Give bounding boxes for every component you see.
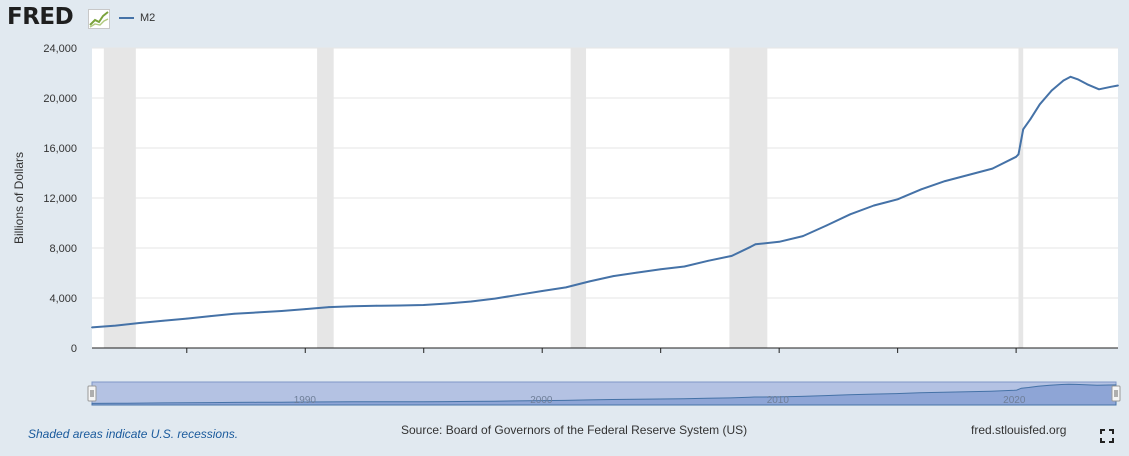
fred-chart-icon: [88, 9, 110, 29]
data-point: [541, 290, 544, 292]
data-point: [233, 312, 236, 315]
data-point: [778, 240, 781, 243]
navigator-tick-label: 1990: [294, 395, 317, 406]
legend-label-m2[interactable]: M2: [140, 12, 156, 24]
data-point: [1076, 78, 1079, 81]
data-point: [1062, 79, 1065, 82]
data-point: [114, 324, 117, 327]
data-point: [446, 302, 449, 305]
data-point: [1098, 88, 1100, 91]
data-point: [873, 204, 875, 207]
navigator-series: [91, 383, 1117, 406]
x-axis: 19851990199520002005201020152020: [92, 347, 1118, 353]
data-point: [280, 310, 283, 312]
y-tick-label: 16,000: [43, 143, 77, 155]
data-point: [470, 300, 473, 303]
data-point: [801, 235, 804, 238]
time-range-navigator[interactable]: 1990 2000 2010 2020: [0, 380, 1129, 410]
line-chart[interactable]: 0 4,000 8,000 12,000 16,000 20,000 24,000 Billi…: [0, 36, 1129, 354]
y-axis: 0 4,000 8,000 12,000 16,000 20,000 24,000 Billi…: [12, 43, 77, 354]
navigator-tick-label: 2010: [767, 395, 790, 406]
y-tick-label: 8,000: [49, 243, 77, 255]
data-point: [707, 259, 709, 262]
legend-swatch: [119, 17, 134, 19]
chart-header: FRED M2: [0, 0, 1129, 36]
data-point: [351, 305, 354, 308]
data-point: [1050, 89, 1053, 92]
data-point: [683, 265, 686, 268]
data-point: [1022, 128, 1025, 131]
fullscreen-icon[interactable]: [1100, 429, 1114, 443]
gridlines: [92, 47, 1118, 299]
y-tick-label: 24,000: [43, 43, 77, 55]
data-point: [138, 322, 141, 324]
data-point: [565, 286, 567, 289]
data-point: [422, 304, 425, 306]
navigator-handle-right[interactable]: [1111, 385, 1121, 402]
data-point: [1109, 85, 1112, 88]
data-point: [256, 311, 259, 314]
y-tick-label: 4,000: [49, 293, 77, 305]
data-point: [1038, 103, 1041, 106]
data-point: [399, 304, 401, 307]
fred-logo[interactable]: FRED: [7, 4, 74, 30]
data-point: [328, 306, 330, 309]
fred-url-link[interactable]: fred.stlouisfed.org: [971, 423, 1067, 437]
data-point: [636, 271, 638, 274]
data-point: [659, 268, 662, 271]
data-point: [375, 304, 378, 307]
data-point: [849, 213, 852, 216]
y-axis-title: Billions of Dollars: [12, 152, 26, 244]
data-point: [1015, 155, 1018, 158]
data-point: [825, 224, 828, 227]
y-tick-label: 20,000: [43, 93, 77, 105]
y-tick-label: 0: [71, 343, 77, 354]
data-point: [920, 188, 923, 191]
data-point: [588, 280, 591, 283]
data-point: [991, 167, 994, 170]
data-point: [754, 243, 757, 246]
recession-note: Shaded areas indicate U.S. recessions.: [28, 427, 239, 441]
data-point: [749, 245, 752, 248]
navigator-tick-label: 2020: [1003, 395, 1026, 406]
data-point: [1069, 75, 1072, 78]
data-point: [1086, 83, 1089, 86]
data-point: [1117, 84, 1119, 87]
navigator-handle-left[interactable]: [87, 385, 97, 402]
series-layer: [91, 75, 1119, 329]
data-point: [517, 293, 520, 296]
navigator-tick-label: 2000: [530, 395, 553, 406]
data-point: [304, 308, 307, 311]
data-point: [1017, 153, 1020, 156]
data-point: [162, 319, 164, 322]
y-tick-label: 12,000: [43, 193, 77, 205]
data-point: [944, 180, 946, 183]
data-point: [1029, 118, 1032, 121]
data-point: [612, 275, 615, 278]
source-text: Source: Board of Governors of the Federa…: [401, 423, 748, 437]
data-point: [967, 173, 970, 176]
data-point: [493, 297, 496, 300]
data-point: [896, 198, 899, 201]
data-point: [209, 315, 212, 318]
data-point: [185, 317, 188, 320]
data-point: [730, 254, 733, 257]
data-point: [91, 326, 93, 329]
